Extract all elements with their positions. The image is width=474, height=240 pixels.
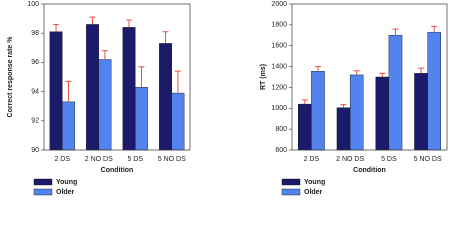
bar: [298, 103, 312, 151]
y-axis-title: RT (ms): [260, 64, 267, 90]
bar: [375, 76, 390, 151]
bar: [159, 43, 172, 151]
figure: 90 92 94 96 98 100 2 DS 2 NO DS 5 DS 5 NO DS Condi…: [7, 1, 448, 196]
bar: [98, 59, 112, 151]
legend-swatch: [33, 188, 53, 196]
x-tick-label: 5 NO DS: [414, 156, 442, 163]
y-tick-label: 1400: [271, 63, 287, 70]
y-tick-label: 800: [275, 126, 287, 133]
y-tick-label: 1000: [271, 105, 287, 112]
legend-label: Young: [56, 179, 77, 186]
legend-swatch: [281, 188, 301, 196]
legend-swatch: [33, 178, 53, 186]
legend-swatch: [281, 178, 301, 186]
bar: [336, 107, 351, 151]
y-tick-label: 2000: [271, 1, 287, 8]
bar: [311, 71, 325, 151]
bar: [427, 31, 442, 151]
y-tick-label: 96: [31, 59, 39, 66]
y-tick-label: 1600: [271, 43, 287, 50]
bar: [388, 35, 403, 151]
x-tick-label: 2 DS: [54, 156, 70, 163]
legend-label: Older: [304, 189, 323, 196]
x-tick-label: 2 NO DS: [336, 156, 364, 163]
y-tick-label: 92: [31, 118, 39, 125]
x-tick-label: 2 NO DS: [85, 156, 113, 163]
x-tick-label: 5 NO DS: [158, 156, 186, 163]
y-tick-label: 1800: [271, 22, 287, 29]
y-axis-title: Correct response rate %: [7, 36, 14, 118]
y-tick-label: 600: [275, 147, 287, 154]
bar: [49, 31, 63, 151]
bar: [414, 73, 428, 151]
bar: [349, 74, 364, 151]
bar: [135, 87, 148, 151]
bar: [62, 101, 75, 151]
y-tick-label: 98: [31, 30, 39, 37]
y-tick-label: 90: [31, 147, 39, 154]
x-tick-label: 2 DS: [304, 156, 320, 163]
y-tick-label: 100: [27, 1, 39, 8]
legend-label: Young: [304, 179, 325, 186]
legend-label: Older: [56, 189, 75, 196]
x-tick-label: 5 DS: [381, 156, 397, 163]
x-tick-label: 5 DS: [127, 156, 143, 163]
plot-frame: [43, 3, 191, 151]
x-axis-title: Condition: [101, 167, 134, 174]
bar: [86, 24, 99, 151]
plot-frame: [291, 3, 448, 151]
bar: [171, 92, 185, 151]
y-tick-label: 94: [31, 88, 39, 95]
y-tick-label: 1200: [271, 84, 287, 91]
x-axis-title: Condition: [353, 167, 386, 174]
bar: [122, 27, 136, 151]
